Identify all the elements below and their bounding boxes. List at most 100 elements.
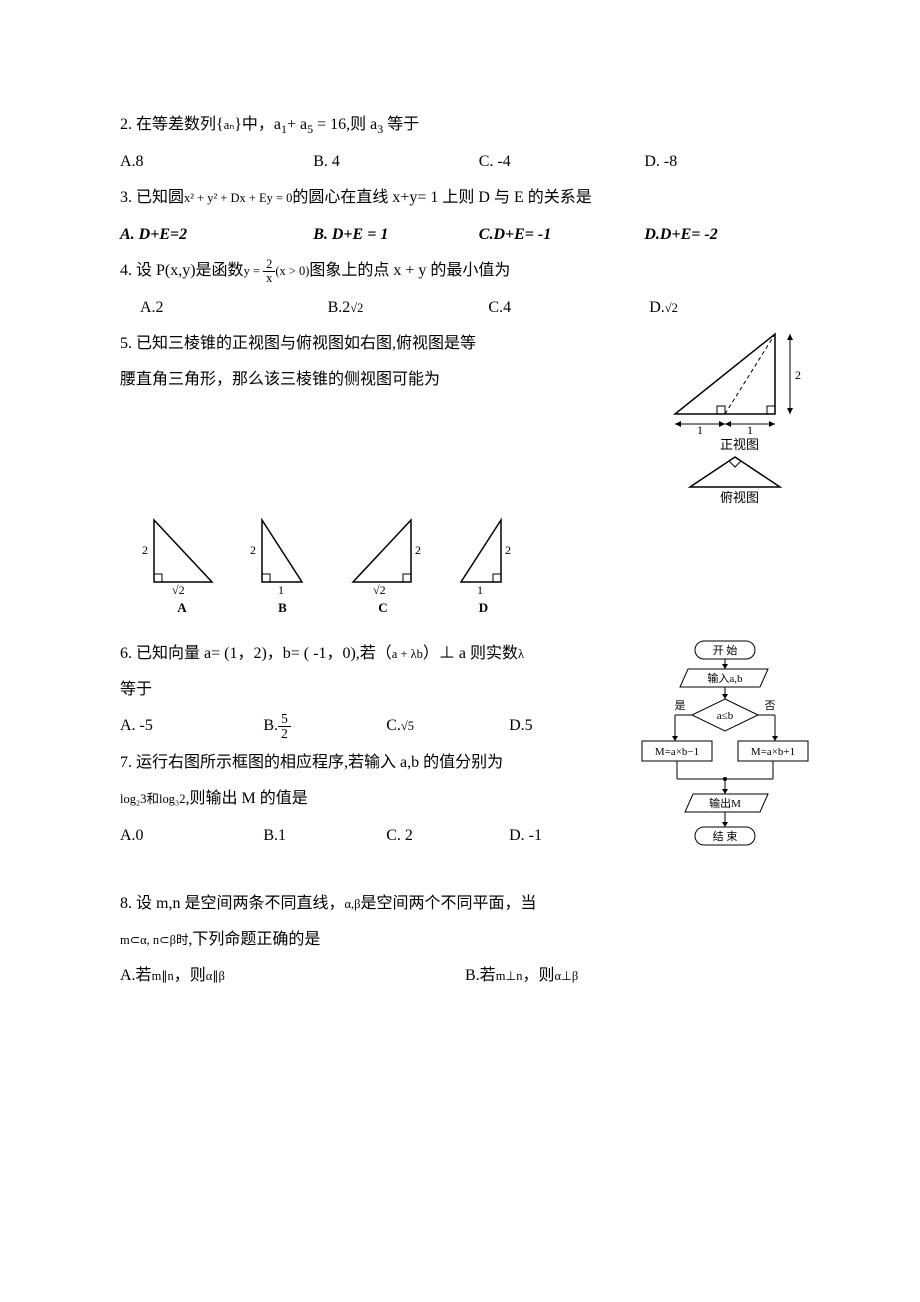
q4-bp: B.2 xyxy=(328,299,351,316)
tri-d-h: 2 xyxy=(505,543,511,557)
q4-fn: 2 xyxy=(263,258,275,272)
question-3: 3. 已知圆x² + y² + Dx + Ey = 0的圆心在直线 x+y= 1… xyxy=(120,183,810,213)
q3-opt-b: B. D+E = 1 xyxy=(313,220,479,250)
q2-te: 等于 xyxy=(383,116,419,133)
question-7-l2: log₂3和log₃2,则输出 M 的值是 xyxy=(120,784,632,814)
q6-options: A. -5 B.52 C.√5 D.5 xyxy=(120,711,632,741)
tri-a-lbl: A xyxy=(142,596,222,621)
tri-b-h: 2 xyxy=(250,543,256,557)
front-b1: 1 xyxy=(697,423,703,437)
q6-opt-c: C.√5 xyxy=(386,711,509,741)
q7-opt-d: D. -1 xyxy=(509,821,632,851)
q2-opt-b: B. 4 xyxy=(313,147,479,177)
q6-cp: C. xyxy=(386,717,401,734)
q8-ab: α,β xyxy=(344,897,360,911)
q6-expr: a + λb xyxy=(392,647,423,661)
q3-eq: x² + y² + Dx + Ey = 0 xyxy=(184,191,292,205)
q4-ds: √2 xyxy=(665,301,678,315)
q5-options-figs: 2 √2 A 2 1 B 2 √2 C 2 1 D xyxy=(142,514,810,621)
q2-td: = 16,则 a xyxy=(313,116,377,133)
top-label: 俯视图 xyxy=(720,490,759,504)
tri-c-lbl: C xyxy=(343,596,423,621)
q2-opt-a: A.8 xyxy=(120,147,313,177)
fc-end: 结 束 xyxy=(713,830,738,843)
q8-am2: ，则 xyxy=(174,967,206,984)
q8-ap: A.若 xyxy=(120,967,152,984)
q8-l2b: ,下列命题正确的是 xyxy=(188,931,320,948)
q6-ta: 6. 已知向量 a= (1，2)，b= ( -1，0),若（ xyxy=(120,645,392,662)
q3-opt-c: C.D+E= -1 xyxy=(479,220,645,250)
q5-opt-c-fig: 2 √2 C xyxy=(343,514,423,621)
q8-bm2: ，则 xyxy=(522,967,554,984)
fc-input: 输入a,b xyxy=(707,671,743,685)
tri-a-b: √2 xyxy=(172,583,185,596)
q5-text-col: 5. 已知三棱锥的正视图与俯视图如右图,俯视图是等 腰直角三角形，那么该三棱锥的… xyxy=(120,329,657,402)
q6-bfrac: 52 xyxy=(278,712,291,742)
front-label: 正视图 xyxy=(720,437,759,452)
question-6: 6. 已知向量 a= (1，2)，b= ( -1，0),若（a + λb）⊥ a… xyxy=(120,639,632,669)
flowchart-fig: 开 始 输入a,b a≤b 是 否 M=a×b−1 xyxy=(640,639,810,889)
tri-c-b: √2 xyxy=(373,583,386,596)
flowchart-svg: 开 始 输入a,b a≤b 是 否 M=a×b−1 xyxy=(640,639,810,889)
q7-l2b: ,则输出 M 的值是 xyxy=(186,790,308,807)
q4-opt-c: C.4 xyxy=(488,293,649,323)
q8-ta: 8. 设 m,n 是空间两条不同直线， xyxy=(120,895,344,912)
front-top-view-svg: 2 1 1 正视图 俯视图 xyxy=(665,329,810,504)
q7-opt-c: C. 2 xyxy=(386,821,509,851)
q5-l1: 5. 已知三棱锥的正视图与俯视图如右图,俯视图是等 xyxy=(120,329,657,359)
q7-opt-b: B.1 xyxy=(263,821,386,851)
question-8: 8. 设 m,n 是空间两条不同直线，α,β是空间两个不同平面，当 xyxy=(120,889,810,919)
fc-out: 输出M xyxy=(709,796,741,810)
q3-opt-a: A. D+E=2 xyxy=(120,220,313,250)
question-2: 2. 在等差数列{aₙ}中，a1+ a5 = 16,则 a3 等于 xyxy=(120,110,810,141)
q7-options: A.0 B.1 C. 2 D. -1 xyxy=(120,821,632,851)
q3-ta: 3. 已知圆 xyxy=(120,189,184,206)
q8-be: α⊥β xyxy=(555,969,579,983)
q2-text: 2. 在等差数列{ xyxy=(120,116,224,133)
q5-right-figs: 2 1 1 正视图 俯视图 xyxy=(665,329,810,504)
tri-b-lbl: B xyxy=(250,596,315,621)
q6-lam: λ xyxy=(518,647,524,661)
q2-opt-c: C. -4 xyxy=(479,147,645,177)
tri-d-lbl: D xyxy=(451,596,516,621)
q6-q7-text: 6. 已知向量 a= (1，2)，b= ( -1，0),若（a + λb）⊥ a… xyxy=(120,639,632,857)
q8-opt-b: B.若m⊥n，则α⊥β xyxy=(465,961,810,991)
q2-tb: }中，a xyxy=(234,116,281,133)
q6-cs: √5 xyxy=(401,719,414,733)
q3-opt-d: D.D+E= -2 xyxy=(644,220,810,250)
q6-opt-b: B.52 xyxy=(263,711,386,741)
q8-bp: B.若 xyxy=(465,967,496,984)
q4-opt-d: D.√2 xyxy=(649,293,810,323)
question-7-l1: 7. 运行右图所示框图的相应程序,若输入 a,b 的值分别为 xyxy=(120,748,632,778)
q4-bs: √2 xyxy=(350,301,363,315)
question-4: 4. 设 P(x,y)是函数y = 2x(x > 0)图象上的点 x + y 的… xyxy=(120,256,810,286)
q4-dp: D. xyxy=(649,299,665,316)
q6-bn: 5 xyxy=(278,712,291,727)
tri-b-b: 1 xyxy=(278,583,284,596)
q8-tb: 是空间两个不同平面，当 xyxy=(360,895,536,912)
q4-opt-a: A.2 xyxy=(140,293,328,323)
q2-opt-d: D. -8 xyxy=(644,147,810,177)
q4-options: A.2 B.2√2 C.4 D.√2 xyxy=(120,293,810,323)
fc-left: M=a×b−1 xyxy=(655,746,699,758)
q4-eqpost: (x > 0) xyxy=(275,264,309,278)
q5-opt-a-fig: 2 √2 A xyxy=(142,514,222,621)
q6-tb: ）⊥ a 则实数 xyxy=(423,645,518,662)
tri-c-h: 2 xyxy=(415,543,421,557)
q8-l2: m⊂α, n⊂β时,下列命题正确的是 xyxy=(120,925,810,955)
q8-bm: m⊥n xyxy=(496,969,523,983)
fc-start: 开 始 xyxy=(713,643,738,657)
q4-fd: x xyxy=(263,272,275,285)
q3-tb: 的圆心在直线 x+y= 1 上则 D 与 E 的关系是 xyxy=(292,189,591,206)
q8-l2a: m⊂α, n⊂β时 xyxy=(120,933,188,947)
fc-cond: a≤b xyxy=(717,710,734,722)
q8-am: m∥n xyxy=(152,969,174,983)
q4-frac: 2x xyxy=(263,258,275,285)
q6-opt-d: D.5 xyxy=(509,711,632,741)
q4-tb: 图象上的点 x + y 的最小值为 xyxy=(309,262,510,279)
fc-right: M=a×b+1 xyxy=(751,746,795,758)
q7-opt-a: A.0 xyxy=(120,821,263,851)
fc-yes: 是 xyxy=(675,699,686,712)
q4-eqp: y = xyxy=(244,264,264,278)
q7-l2a: log₂3和log₃2 xyxy=(120,792,186,806)
